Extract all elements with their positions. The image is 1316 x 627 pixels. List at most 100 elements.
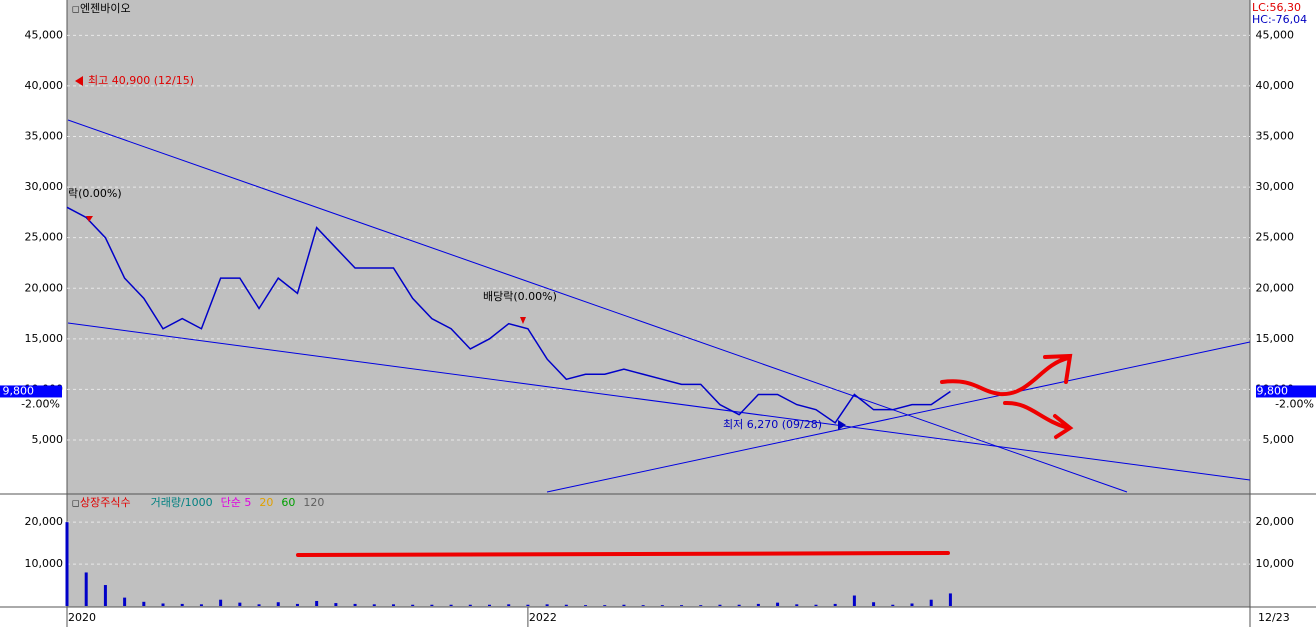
volume-bar [84, 572, 88, 606]
change: -2.00% [1275, 397, 1314, 410]
volume-bar [180, 603, 184, 606]
trend-line [67, 322, 1251, 481]
volume-bar [910, 603, 914, 606]
volume-bar [449, 604, 453, 606]
legend-entry: 60 [281, 496, 295, 509]
volume-bar [526, 604, 530, 606]
y-tick-label: 25,000 [1256, 231, 1295, 244]
volume-bar [488, 604, 491, 606]
y-tick-label: 40,000 [25, 79, 64, 92]
marker [520, 317, 526, 324]
volume-bar [295, 603, 299, 606]
volume-bar [776, 602, 780, 606]
volume-bar [929, 599, 933, 606]
volume-bar [372, 604, 376, 606]
volume-bar [430, 604, 434, 606]
volume-bar [391, 604, 395, 606]
volume-bar [334, 603, 338, 606]
icon: □ [72, 499, 80, 508]
volume-bar [411, 604, 415, 606]
volume-bar [872, 602, 876, 606]
volume-bar [507, 604, 511, 606]
plot-area [67, 0, 1250, 607]
volume-bar [699, 605, 703, 606]
y-tick-label: 45,000 [1256, 28, 1295, 41]
y-tick-label: 30,000 [25, 180, 64, 193]
volume-bar [142, 601, 146, 606]
volume-bar [795, 604, 799, 606]
legend-entry: 단순 5 [221, 496, 252, 509]
legend-entry: 20 [259, 496, 273, 509]
volume-bar [833, 603, 837, 606]
volume-bar [814, 604, 818, 606]
volume-bar [353, 603, 357, 606]
icon: □ [72, 5, 80, 14]
y-tick-label: 10,000 [1256, 557, 1295, 570]
y-tick-label: 45,000 [25, 28, 64, 41]
volume-bar [891, 604, 895, 606]
hand-drawing [296, 353, 1074, 557]
volume-bar [238, 602, 242, 606]
x-tick-label: 2022 [529, 611, 557, 624]
trend-line [67, 119, 1128, 493]
current-price-box [1256, 385, 1316, 398]
current-price-box [0, 385, 62, 398]
annotation: 락(0.00%) [68, 187, 122, 200]
legend-entry: 상장주식수 [80, 496, 131, 509]
y-tick-label: 30,000 [1256, 180, 1295, 193]
legend-entry: 120 [303, 496, 324, 509]
x-tick-label: 2020 [68, 611, 96, 624]
volume-bar [545, 604, 549, 606]
volume-bar [680, 605, 684, 606]
y-tick-label: 20,000 [1256, 515, 1295, 528]
y-tick-label: 20,000 [25, 515, 64, 528]
change: -2.00% [21, 397, 60, 410]
y-tick-label: 5,000 [32, 433, 64, 446]
y-tick-label: 20,000 [1256, 281, 1295, 294]
annotation: 배당락(0.00%) [483, 290, 557, 303]
volume-bar [257, 604, 261, 606]
current-price: 9,800 [3, 384, 35, 397]
volume-bar [123, 597, 127, 606]
volume-bar [852, 595, 856, 606]
volume-bar [199, 604, 203, 606]
y-tick-label: 5,000 [1263, 433, 1295, 446]
y-tick-label: 20,000 [25, 281, 64, 294]
price-line [66, 206, 951, 424]
marker [838, 420, 846, 430]
marker [86, 216, 93, 222]
lc-label: LC:56,30 [1252, 1, 1301, 14]
volume-bar [276, 602, 280, 606]
volume-bar [103, 585, 107, 606]
y-tick-label: 15,000 [1256, 332, 1295, 345]
y-tick-label: 35,000 [25, 130, 64, 143]
legend-entry: 거래량/1000 [151, 496, 213, 509]
volume-bar [564, 604, 568, 606]
annotation: 최저 6,270 (09/28) [723, 418, 822, 431]
hc-label: HC:-76,04 [1252, 13, 1307, 26]
volume-bar [660, 605, 664, 606]
volume-bar [219, 599, 223, 606]
volume-bar [315, 600, 319, 606]
y-tick-label: 35,000 [1256, 130, 1295, 143]
volume-bar [737, 604, 741, 606]
y-tick-label: 15,000 [25, 332, 64, 345]
trend-line [546, 341, 1251, 493]
title: 엔젠바이오 [80, 2, 131, 15]
x-end-label: 12/23 [1258, 611, 1290, 624]
volume-bar [718, 604, 722, 606]
volume-bar [641, 605, 645, 606]
volume-bar [584, 605, 588, 606]
volume-bar [756, 603, 760, 606]
volume-bar [65, 522, 69, 606]
current-price: 9,800 [1257, 384, 1289, 397]
volume-bar [603, 605, 607, 606]
volume-bar [468, 604, 472, 606]
volume-bar [948, 593, 952, 606]
y-tick-label: 10,000 [25, 557, 64, 570]
marker [75, 76, 83, 86]
annotation: 최고 40,900 (12/15) [88, 74, 194, 87]
volume-bar [622, 604, 626, 606]
volume-bar [161, 603, 165, 606]
